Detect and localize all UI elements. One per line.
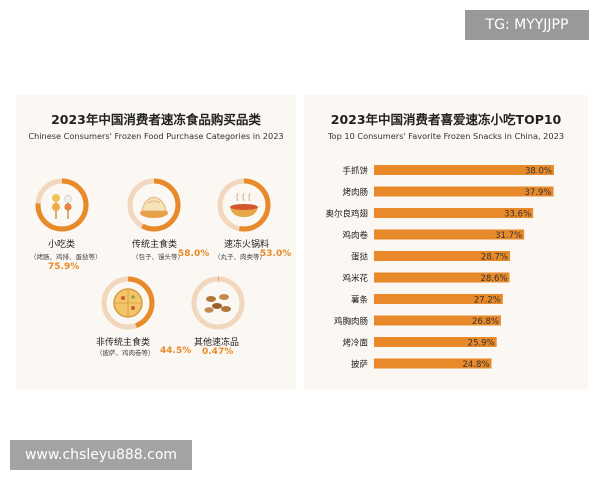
category-label: 小吃类 <box>48 240 76 250</box>
bar-category-label: 蛋挞 <box>351 252 369 263</box>
bar-category-label: 鸡米花 <box>342 273 368 284</box>
bar <box>374 315 501 326</box>
bar <box>374 186 554 197</box>
bar-value-label: 27.2% <box>474 296 501 306</box>
category-percent: 53.0% <box>260 249 292 259</box>
bar <box>374 165 554 175</box>
bar <box>374 294 503 304</box>
category-sublabel: （丸子、肉类等） <box>214 253 266 261</box>
bar-value-label: 26.8% <box>472 317 499 327</box>
bar <box>374 272 510 283</box>
bar <box>374 229 525 240</box>
category-arc <box>35 178 89 232</box>
category-label: 其他速冻品 <box>194 338 240 348</box>
category-sublabel: （包子、馒头等） <box>132 253 184 261</box>
category-arc <box>217 178 271 232</box>
bar-category-label: 烤肉肠 <box>342 187 368 198</box>
category-arc <box>101 276 155 330</box>
bar-category-label: 披萨 <box>351 359 369 370</box>
bar <box>374 337 497 347</box>
category-percent: 75.9% <box>48 262 80 272</box>
bar-value-label: 28.7% <box>481 253 508 263</box>
bar-category-label: 鸡肉卷 <box>342 230 368 241</box>
hotpot-icon <box>230 192 258 217</box>
bar-value-label: 24.8% <box>462 360 489 370</box>
category-ring <box>191 276 245 330</box>
bar <box>374 208 534 218</box>
left-panel-subtitle: Chinese Consumers' Frozen Food Purchase … <box>28 131 284 141</box>
category-sublabel: （烤肠、鸡排、蛋挞等） <box>30 253 102 261</box>
top10-snacks-panel: 2023年中国消费者喜爱速冻小吃TOP10 Top 10 Consumers' … <box>304 95 588 390</box>
right-panel-subtitle: Top 10 Consumers' Favorite Frozen Snacks… <box>327 131 565 141</box>
category-percent: 0.47% <box>202 347 234 357</box>
pizza-icon <box>113 288 143 318</box>
bar-category-label: 奥尔良鸡翅 <box>325 209 368 220</box>
bar <box>374 358 492 369</box>
category-percent: 58.0% <box>178 249 210 259</box>
right-panel-title: 2023年中国消费者喜爱速冻小吃TOP10 <box>330 112 562 127</box>
category-label: 速冻火锅料 <box>224 240 270 250</box>
bar-category-label: 鸡胸肉肠 <box>334 316 368 327</box>
bar <box>374 251 510 261</box>
bar-value-label: 31.7% <box>495 231 522 241</box>
dumpling-icon <box>140 196 168 218</box>
bar-value-label: 33.6% <box>504 210 531 220</box>
top10-bar-chart: 手抓饼 38.0% 烤肉肠 37.9% 奥尔良鸡翅 33.6% 鸡肉卷 31.7% 蛋挞 28.7… <box>325 165 554 370</box>
skewer-icon <box>52 194 72 219</box>
category-ring <box>217 178 271 232</box>
bar-category-label: 薯条 <box>351 295 369 306</box>
category-arc <box>127 178 181 232</box>
telegram-watermark: TG: MYYJJPP <box>465 10 589 40</box>
category-ring <box>35 178 89 232</box>
category-label: 非传统主食类 <box>96 338 151 348</box>
site-watermark: www.chsleyu888.com <box>10 440 192 470</box>
category-label: 传统主食类 <box>132 240 178 250</box>
category-ring <box>127 178 181 232</box>
bar-value-label: 38.0% <box>525 167 552 177</box>
bar-value-label: 28.6% <box>480 274 507 284</box>
left-panel-title: 2023年中国消费者速冻食品购买品类 <box>51 112 261 127</box>
bar-value-label: 25.9% <box>468 339 495 349</box>
category-ring <box>101 276 155 330</box>
bar-category-label: 手抓饼 <box>342 166 368 177</box>
category-arc <box>191 276 245 330</box>
bar-category-label: 烤冷面 <box>342 338 368 349</box>
category-sublabel: （披萨、鸡肉卷等） <box>96 349 155 357</box>
purchase-categories-panel: 2023年中国消费者速冻食品购买品类 Chinese Consumers' Fr… <box>16 95 296 390</box>
bar-value-label: 37.9% <box>525 188 552 198</box>
nuts-icon <box>204 294 231 313</box>
category-percent: 44.5% <box>160 346 192 356</box>
